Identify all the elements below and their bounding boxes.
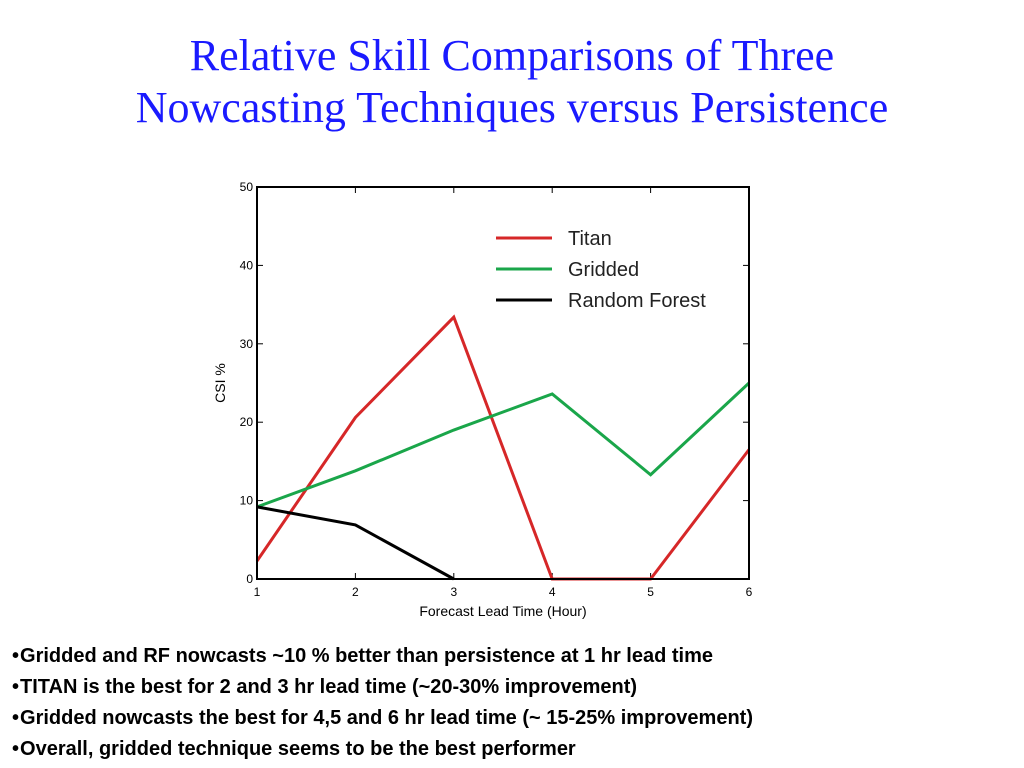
bullet-item: •Gridded and RF nowcasts ~10 % better th… <box>12 641 753 672</box>
bullet-text: TITAN is the best for 2 and 3 hr lead ti… <box>20 676 638 698</box>
plot-frame <box>256 186 750 580</box>
legend-label-random-forest: Random Forest <box>568 290 706 312</box>
series-line-titan <box>255 314 751 581</box>
bullet-text: Gridded and RF nowcasts ~10 % better tha… <box>20 645 713 667</box>
line-chart: 0 10 20 30 40 50 1 2 3 4 5 6 Titan Gridded Random For… <box>212 180 753 619</box>
y-tick-label: 0 <box>246 572 253 586</box>
bullet-item: •Overall, gridded technique seems to be … <box>12 734 753 765</box>
x-axis-label: Forecast Lead Time (Hour) <box>419 603 586 619</box>
bullet-dot: • <box>12 676 20 698</box>
bullet-dot: • <box>12 707 20 729</box>
x-tick-label: 2 <box>352 585 359 599</box>
series-line-gridded <box>256 381 751 509</box>
y-tick-label: 10 <box>240 494 254 508</box>
bullet-dot: • <box>12 645 20 667</box>
y-tick-label: 40 <box>240 258 254 272</box>
bullet-list: •Gridded and RF nowcasts ~10 % better th… <box>12 641 753 765</box>
slide-title-line-2: Nowcasting Techniques versus Persistence <box>135 83 889 132</box>
bullet-item: •Gridded nowcasts the best for 4,5 and 6… <box>12 703 753 734</box>
legend-label-titan: Titan <box>568 228 612 250</box>
slide-title-line-1: Relative Skill Comparisons of Three <box>189 31 835 80</box>
chart-series <box>255 314 751 581</box>
bullet-text: Gridded nowcasts the best for 4,5 and 6 … <box>20 707 753 729</box>
y-axis-label: CSI % <box>212 363 228 403</box>
axis-ticks: 0 10 20 30 40 50 1 2 3 4 5 6 <box>240 180 753 599</box>
slide-title: Relative Skill Comparisons of Three Nowc… <box>0 30 1024 134</box>
x-tick-label: 1 <box>254 585 261 599</box>
chart-legend: Titan Gridded Random Forest <box>496 228 706 312</box>
x-tick-label: 6 <box>746 585 753 599</box>
bullet-dot: • <box>12 738 20 760</box>
bullet-text: Overall, gridded technique seems to be t… <box>20 738 576 760</box>
x-tick-label: 4 <box>549 585 556 599</box>
series-line-random-forest <box>256 505 455 581</box>
x-tick-label: 5 <box>647 585 654 599</box>
y-tick-label: 20 <box>240 415 254 429</box>
x-tick-label: 3 <box>450 585 457 599</box>
y-tick-label: 50 <box>240 180 254 194</box>
y-tick-label: 30 <box>240 337 254 351</box>
legend-label-gridded: Gridded <box>568 259 639 281</box>
bullet-item: •TITAN is the best for 2 and 3 hr lead t… <box>12 672 753 703</box>
